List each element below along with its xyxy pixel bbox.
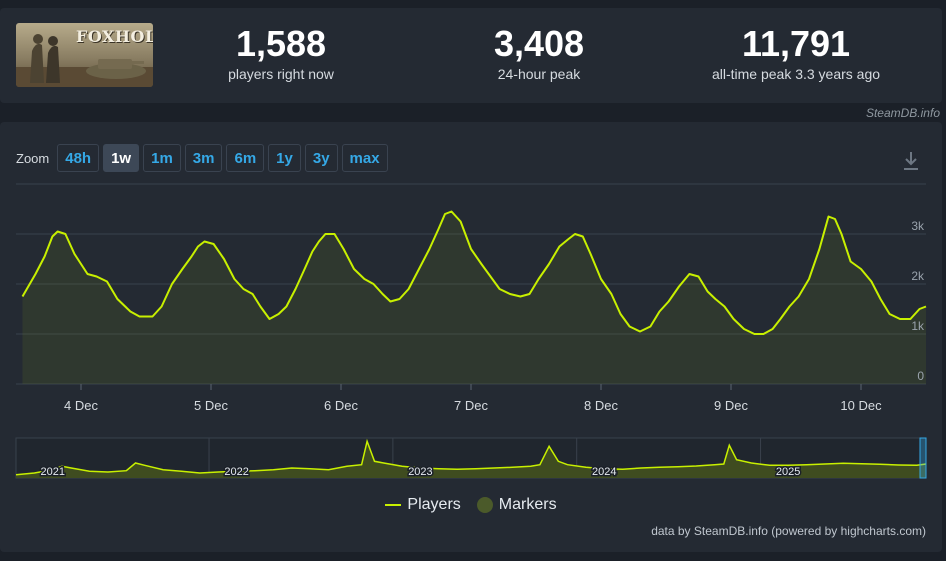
day-peak-value: 3,408 bbox=[493, 23, 585, 64]
logo-artwork bbox=[16, 34, 153, 87]
navigator-year-label: 2024 bbox=[592, 466, 616, 478]
x-axis-labels: 4 Dec 5 Dec 6 Dec 7 Dec 8 Dec 9 Dec 10 Dec bbox=[64, 384, 882, 413]
x-tick-label: 4 Dec bbox=[64, 398, 98, 413]
y-axis-labels: 0 1k 2k 3k bbox=[911, 219, 925, 383]
x-tick-label: 5 Dec bbox=[194, 398, 228, 413]
all-time-peak-label: all-time peak 3.3 years ago bbox=[711, 66, 881, 82]
y-tick-label: 0 bbox=[917, 369, 924, 383]
y-tick-label: 2k bbox=[911, 269, 925, 283]
day-peak-stat: 3,408 24-hour peak bbox=[478, 23, 600, 83]
y-tick-label: 3k bbox=[911, 219, 925, 233]
zoom-controls: Zoom 48h 1w 1m 3m 6m 1y 3y max bbox=[16, 144, 392, 172]
navigator-year-label: 2021 bbox=[41, 466, 65, 478]
x-tick-label: 7 Dec bbox=[454, 398, 488, 413]
zoom-3m-button[interactable]: 3m bbox=[184, 144, 223, 172]
game-title: FOXHOLE bbox=[76, 27, 153, 46]
legend-players-label: Players bbox=[407, 496, 461, 513]
navigator-year-label: 2025 bbox=[776, 466, 800, 478]
player-chart[interactable]: 0 1k 2k 3k 4 Dec 5 Dec 6 Dec 7 Dec 8 Dec 9 Dec 10… bbox=[0, 122, 942, 552]
steamdb-watermark[interactable]: SteamDB.info bbox=[865, 106, 940, 120]
x-tick-label: 8 Dec bbox=[584, 398, 618, 413]
navigator-year-label: 2022 bbox=[224, 466, 248, 478]
all-time-peak-stat: 11,791 all-time peak 3.3 years ago bbox=[696, 23, 896, 83]
navigator-area bbox=[16, 441, 926, 478]
day-peak-label: 24-hour peak bbox=[497, 66, 581, 82]
stats-header: FOXHOLE 1,588 players right now 3,408 24… bbox=[0, 8, 942, 103]
players-area bbox=[22, 211, 926, 384]
current-players-stat: 1,588 players right now bbox=[220, 23, 342, 83]
current-players-value: 1,588 bbox=[235, 23, 327, 64]
navigator-line bbox=[15, 438, 927, 476]
zoom-max-button[interactable]: max bbox=[341, 144, 388, 172]
legend-markers-label: Markers bbox=[498, 496, 557, 513]
zoom-48h-button[interactable]: 48h bbox=[57, 144, 100, 172]
x-tick-label: 6 Dec bbox=[324, 398, 358, 413]
y-tick-label: 1k bbox=[911, 319, 925, 333]
zoom-1y-button[interactable]: 1y bbox=[268, 144, 301, 172]
chart-panel: Zoom 48h 1w 1m 3m 6m 1y 3y max 0 1k 2k 3k 4… bbox=[0, 122, 942, 552]
zoom-6m-button[interactable]: 6m bbox=[226, 144, 265, 172]
current-players-label: players right now bbox=[228, 66, 334, 82]
markers-swatch bbox=[476, 497, 493, 513]
x-tick-label: 10 Dec bbox=[840, 398, 882, 413]
download-icon[interactable] bbox=[902, 150, 920, 172]
navigator-range-handle[interactable] bbox=[919, 437, 927, 479]
players-series[interactable] bbox=[21, 210, 927, 335]
chart-credits[interactable]: data by SteamDB.info (powered by highcha… bbox=[651, 524, 926, 538]
players-area-fill bbox=[22, 211, 926, 384]
legend-markers[interactable]: Markers bbox=[476, 496, 557, 514]
zoom-3y-button[interactable]: 3y bbox=[304, 144, 338, 172]
all-time-peak-value: 11,791 bbox=[741, 23, 851, 64]
players-line[interactable] bbox=[21, 210, 927, 335]
legend-players[interactable]: Players bbox=[385, 496, 461, 514]
x-tick-label: 9 Dec bbox=[714, 398, 748, 413]
zoom-label: Zoom bbox=[16, 150, 50, 166]
game-logo[interactable]: FOXHOLE bbox=[16, 23, 153, 87]
chart-legend: Players Markers bbox=[0, 496, 942, 514]
zoom-1w-button[interactable]: 1w bbox=[103, 144, 140, 172]
players-swatch bbox=[385, 504, 402, 506]
navigator-year-label: 2023 bbox=[408, 466, 432, 478]
navigator[interactable]: 2021 2022 2023 2024 2025 bbox=[15, 437, 927, 480]
zoom-1m-button[interactable]: 1m bbox=[143, 144, 181, 172]
